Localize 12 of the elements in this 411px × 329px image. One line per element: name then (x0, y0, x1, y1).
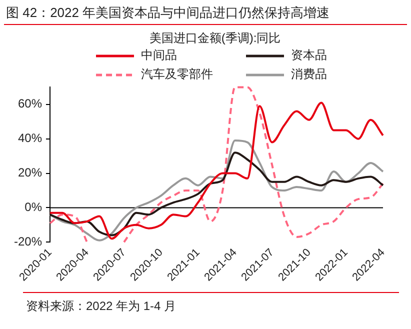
y-tick-label: 60% (18, 96, 42, 111)
y-tick-label: 0% (24, 200, 42, 214)
text: 资料来源：2022 年为 1-4 月 (26, 298, 176, 315)
legend-label: 资本品 (291, 47, 327, 64)
chart-title: 图 42：2022 年美国资本品与中间品进口仍然保持高增速 (6, 4, 330, 22)
y-tick-label: 20% (18, 166, 42, 180)
legend-label: 汽车及零部件 (141, 66, 213, 83)
legend-title: 美国进口金额(季调):同比 (148, 30, 282, 47)
legend-label: 消费品 (291, 66, 327, 83)
y-tick-label: -20% (14, 234, 42, 248)
y-tick-label: 40% (18, 131, 42, 146)
legend-label: 中间品 (141, 47, 177, 64)
